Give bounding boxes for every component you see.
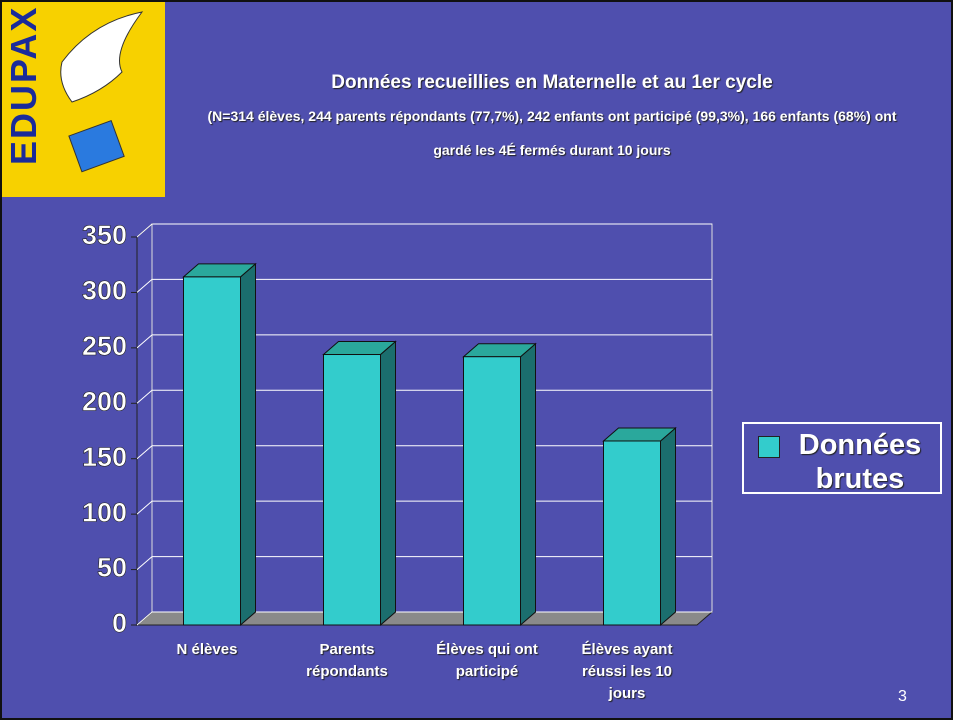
y-tick-label: 50 (97, 553, 127, 583)
bar (323, 354, 381, 626)
bar-side (660, 426, 676, 627)
y-tick-label: 100 (82, 497, 127, 527)
x-tick-label: Parents répondants (306, 641, 388, 680)
bar-side (520, 342, 536, 627)
page-number: 3 (898, 688, 907, 705)
bar-side (380, 340, 396, 627)
chart-title: Données recueillies en Maternelle et au … (331, 72, 773, 93)
bar (183, 276, 241, 626)
grid-line (136, 278, 712, 293)
y-tick-label: 250 (82, 331, 127, 361)
y-tick-label: 200 (82, 386, 127, 416)
bar (463, 356, 521, 626)
y-tick-label: 350 (82, 220, 127, 250)
y-tick-label: 300 (82, 276, 127, 306)
chart-subtitle: (N=314 élèves, 244 parents répondants (7… (207, 108, 897, 158)
tv-icon (68, 119, 125, 173)
dove (60, 11, 144, 103)
x-tick-label: Élèves qui ont participé (436, 641, 538, 680)
legend-swatch (758, 436, 780, 458)
x-tick-label: N élèves (176, 641, 238, 658)
y-tick-label: 150 (82, 442, 127, 472)
x-tick-label: Élèves ayant réussi les 10 jours (581, 641, 673, 702)
grid-line (136, 223, 712, 238)
logo: EDUPAX (3, 5, 44, 165)
legend-label: Données brutes (798, 429, 922, 495)
grid-line (136, 334, 712, 349)
y-tick-label: 0 (112, 608, 127, 638)
legend: Données brutes (742, 422, 942, 495)
side-wall (136, 222, 153, 627)
bar (603, 440, 661, 626)
bar-side (240, 262, 256, 627)
